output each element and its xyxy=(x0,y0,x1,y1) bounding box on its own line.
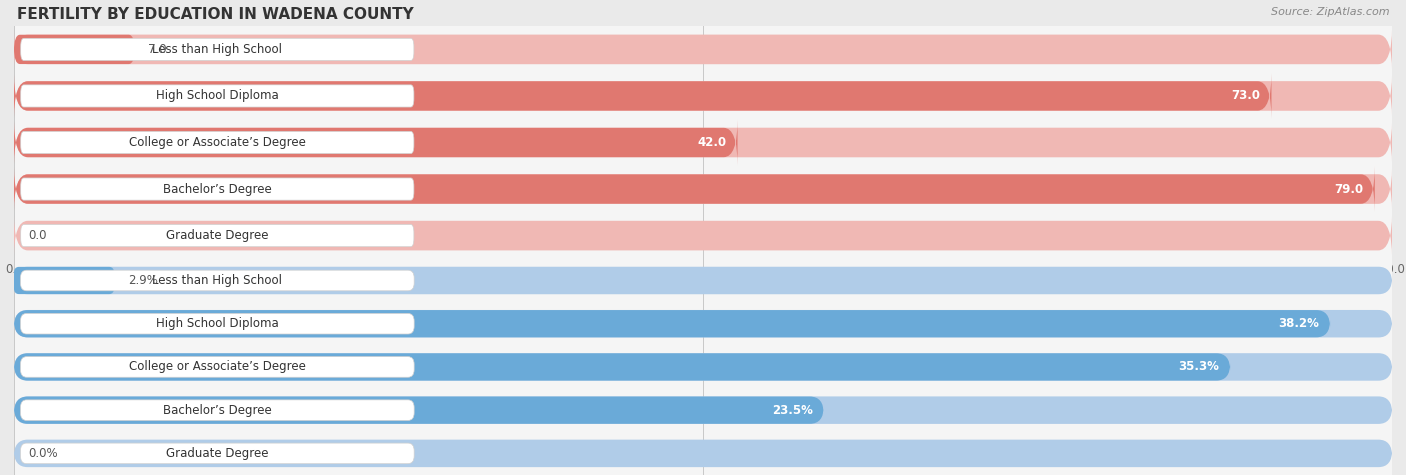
Text: Bachelor’s Degree: Bachelor’s Degree xyxy=(163,404,271,417)
FancyBboxPatch shape xyxy=(14,120,738,165)
Text: 2.9%: 2.9% xyxy=(128,274,157,287)
FancyBboxPatch shape xyxy=(21,225,413,247)
Text: FERTILITY BY EDUCATION IN WADENA COUNTY: FERTILITY BY EDUCATION IN WADENA COUNTY xyxy=(17,7,413,22)
FancyBboxPatch shape xyxy=(14,345,1392,389)
FancyBboxPatch shape xyxy=(14,432,1392,475)
FancyBboxPatch shape xyxy=(14,397,1392,424)
FancyBboxPatch shape xyxy=(21,132,413,153)
FancyBboxPatch shape xyxy=(21,85,413,107)
Text: 7.0: 7.0 xyxy=(149,43,167,56)
FancyBboxPatch shape xyxy=(21,178,413,200)
FancyBboxPatch shape xyxy=(14,353,1392,380)
FancyBboxPatch shape xyxy=(14,73,1392,119)
FancyBboxPatch shape xyxy=(14,73,1271,119)
FancyBboxPatch shape xyxy=(21,357,415,377)
Text: High School Diploma: High School Diploma xyxy=(156,89,278,103)
FancyBboxPatch shape xyxy=(14,267,114,294)
FancyBboxPatch shape xyxy=(14,74,1392,118)
FancyBboxPatch shape xyxy=(14,302,1392,345)
Text: 73.0: 73.0 xyxy=(1232,89,1260,103)
Text: 79.0: 79.0 xyxy=(1334,182,1364,196)
Text: College or Associate’s Degree: College or Associate’s Degree xyxy=(129,136,305,149)
Text: Graduate Degree: Graduate Degree xyxy=(166,229,269,242)
FancyBboxPatch shape xyxy=(21,314,415,334)
FancyBboxPatch shape xyxy=(14,353,1230,380)
FancyBboxPatch shape xyxy=(21,443,415,464)
Text: 38.2%: 38.2% xyxy=(1278,317,1319,330)
FancyBboxPatch shape xyxy=(14,26,1392,73)
FancyBboxPatch shape xyxy=(14,213,1392,258)
Text: Less than High School: Less than High School xyxy=(152,43,283,56)
FancyBboxPatch shape xyxy=(14,35,135,64)
FancyBboxPatch shape xyxy=(14,397,824,424)
FancyBboxPatch shape xyxy=(14,440,1392,467)
Text: Graduate Degree: Graduate Degree xyxy=(166,447,269,460)
FancyBboxPatch shape xyxy=(21,400,415,420)
FancyBboxPatch shape xyxy=(14,166,1392,212)
Text: 0.0%: 0.0% xyxy=(28,447,58,460)
FancyBboxPatch shape xyxy=(14,389,1392,432)
FancyBboxPatch shape xyxy=(14,267,1392,294)
FancyBboxPatch shape xyxy=(14,119,1392,166)
FancyBboxPatch shape xyxy=(14,27,1392,72)
Text: 0.0: 0.0 xyxy=(28,229,46,242)
FancyBboxPatch shape xyxy=(14,310,1392,337)
Text: Less than High School: Less than High School xyxy=(152,274,283,287)
Text: College or Associate’s Degree: College or Associate’s Degree xyxy=(129,361,305,373)
FancyBboxPatch shape xyxy=(14,120,1392,165)
Text: Source: ZipAtlas.com: Source: ZipAtlas.com xyxy=(1271,7,1389,17)
Text: Bachelor’s Degree: Bachelor’s Degree xyxy=(163,182,271,196)
FancyBboxPatch shape xyxy=(14,259,1392,302)
FancyBboxPatch shape xyxy=(21,270,415,291)
Text: High School Diploma: High School Diploma xyxy=(156,317,278,330)
FancyBboxPatch shape xyxy=(14,310,1330,337)
FancyBboxPatch shape xyxy=(21,38,413,60)
Text: 23.5%: 23.5% xyxy=(772,404,813,417)
Text: 35.3%: 35.3% xyxy=(1178,361,1219,373)
Text: 42.0: 42.0 xyxy=(697,136,727,149)
FancyBboxPatch shape xyxy=(14,166,1375,212)
FancyBboxPatch shape xyxy=(14,167,1392,211)
FancyBboxPatch shape xyxy=(14,212,1392,259)
